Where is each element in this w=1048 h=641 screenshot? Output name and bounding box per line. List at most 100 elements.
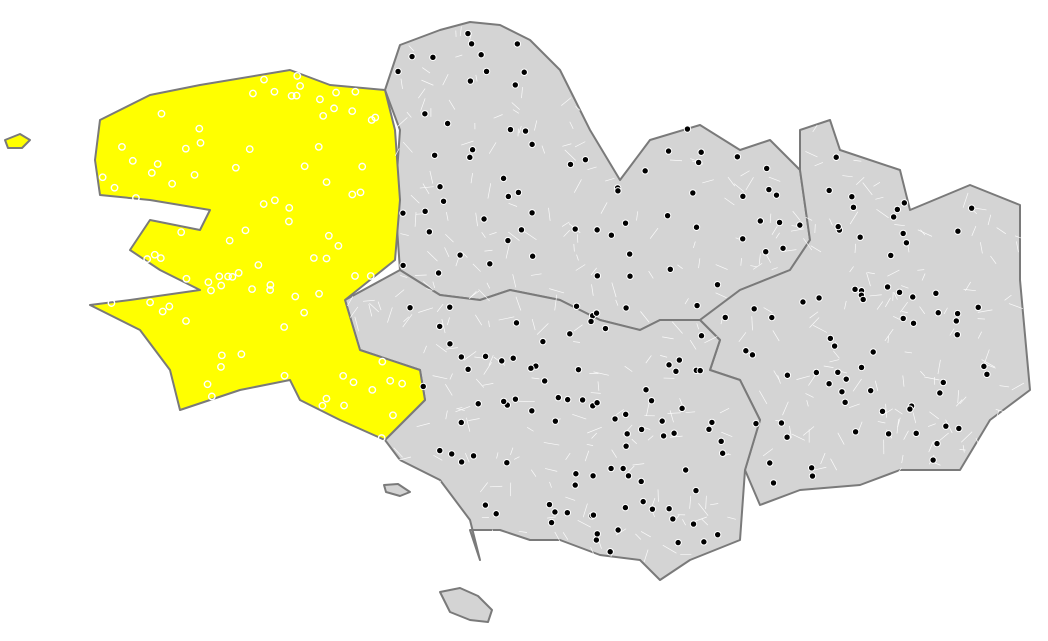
commune-border (956, 399, 963, 407)
commune-border (693, 241, 696, 249)
commune-border (577, 520, 591, 528)
commune-border (874, 380, 879, 392)
site-dot (830, 342, 839, 350)
commune-border (810, 245, 822, 253)
commune-border (511, 102, 520, 110)
site-dot (480, 215, 488, 223)
site-dot-hollow (215, 272, 224, 281)
site-dot (614, 526, 622, 534)
commune-border (789, 425, 792, 438)
commune-border (489, 232, 497, 236)
commune-border (928, 441, 934, 453)
site-dot (899, 229, 907, 238)
commune-border (468, 418, 480, 421)
site-dot (551, 417, 560, 425)
commune-border (963, 289, 976, 292)
site-dot-hollow (107, 299, 116, 307)
commune-border (698, 258, 701, 269)
commune-border (662, 336, 674, 340)
commune-border (887, 269, 900, 277)
commune-border (624, 365, 633, 372)
commune-border (562, 143, 572, 147)
site-dot (482, 67, 491, 76)
site-dot (762, 164, 771, 173)
site-dot-hollow (292, 91, 301, 100)
commune-border (616, 409, 624, 416)
site-dot (443, 119, 452, 128)
commune-border (402, 141, 413, 153)
site-dot (739, 235, 747, 243)
commune-border (436, 303, 444, 313)
commune-border (573, 179, 582, 193)
site-dot (554, 393, 563, 402)
site-dot (912, 429, 920, 438)
site-dot-hollow (260, 75, 268, 84)
commune-border (814, 162, 824, 167)
commune-border (575, 264, 586, 271)
commune-border (445, 410, 448, 420)
commune-border (505, 244, 510, 259)
commune-border (475, 378, 485, 388)
site-dot (517, 226, 526, 234)
site-dot (439, 197, 448, 205)
site-dot-hollow (358, 162, 367, 171)
site-dot-hollow (340, 401, 348, 410)
site-dot-hollow (319, 111, 328, 120)
commune-border (406, 111, 412, 118)
commune-border (849, 211, 859, 225)
commune-border (422, 183, 430, 195)
commune-border (813, 466, 827, 471)
site-dot (466, 153, 474, 162)
departments (4, 21, 1031, 623)
site-dot-hollow (377, 434, 386, 442)
commune-border (423, 345, 427, 354)
site-dot (521, 127, 530, 135)
site-dot-hollow (386, 376, 395, 385)
site-dot (808, 472, 817, 480)
site-dot (942, 422, 950, 430)
commune-border (549, 481, 552, 488)
commune-border (640, 311, 650, 323)
commune-border (593, 371, 609, 376)
commune-border (715, 264, 728, 270)
site-dot-hollow (300, 162, 309, 171)
site-dot (752, 419, 760, 428)
site-dot (511, 395, 520, 403)
commune-border (469, 290, 480, 299)
commune-border (536, 323, 549, 335)
commune-border (981, 359, 996, 368)
site-dot-hollow (217, 281, 226, 290)
site-dot (611, 415, 619, 423)
commune-border (677, 264, 683, 269)
site-dot (851, 428, 860, 436)
commune-border (432, 375, 448, 380)
commune-border (759, 390, 768, 405)
site-dot (936, 389, 944, 397)
commune-border (975, 437, 980, 446)
commune-border (573, 243, 575, 252)
commune-border (615, 299, 619, 306)
commune-border (591, 432, 598, 439)
site-dot (623, 430, 631, 438)
commune-border (512, 109, 520, 114)
commune-border (349, 306, 359, 318)
commune-border (400, 275, 408, 278)
site-dot (499, 174, 508, 183)
site-dot-hollow (349, 378, 358, 387)
site-dot-hollow (270, 196, 279, 205)
commune-border (792, 210, 801, 221)
commune-border (466, 417, 471, 432)
site-dot (621, 219, 630, 227)
commune-border (980, 242, 983, 254)
commune-border (771, 267, 778, 270)
site-dot (457, 458, 466, 466)
commune-border (447, 317, 450, 326)
commune-border (565, 496, 576, 501)
commune-border (647, 435, 654, 441)
commune-border (377, 301, 382, 311)
site-dot (539, 337, 547, 346)
site-dot (742, 347, 750, 355)
commune-border (402, 314, 413, 328)
commune-border (515, 296, 522, 311)
commune-border (803, 238, 813, 251)
